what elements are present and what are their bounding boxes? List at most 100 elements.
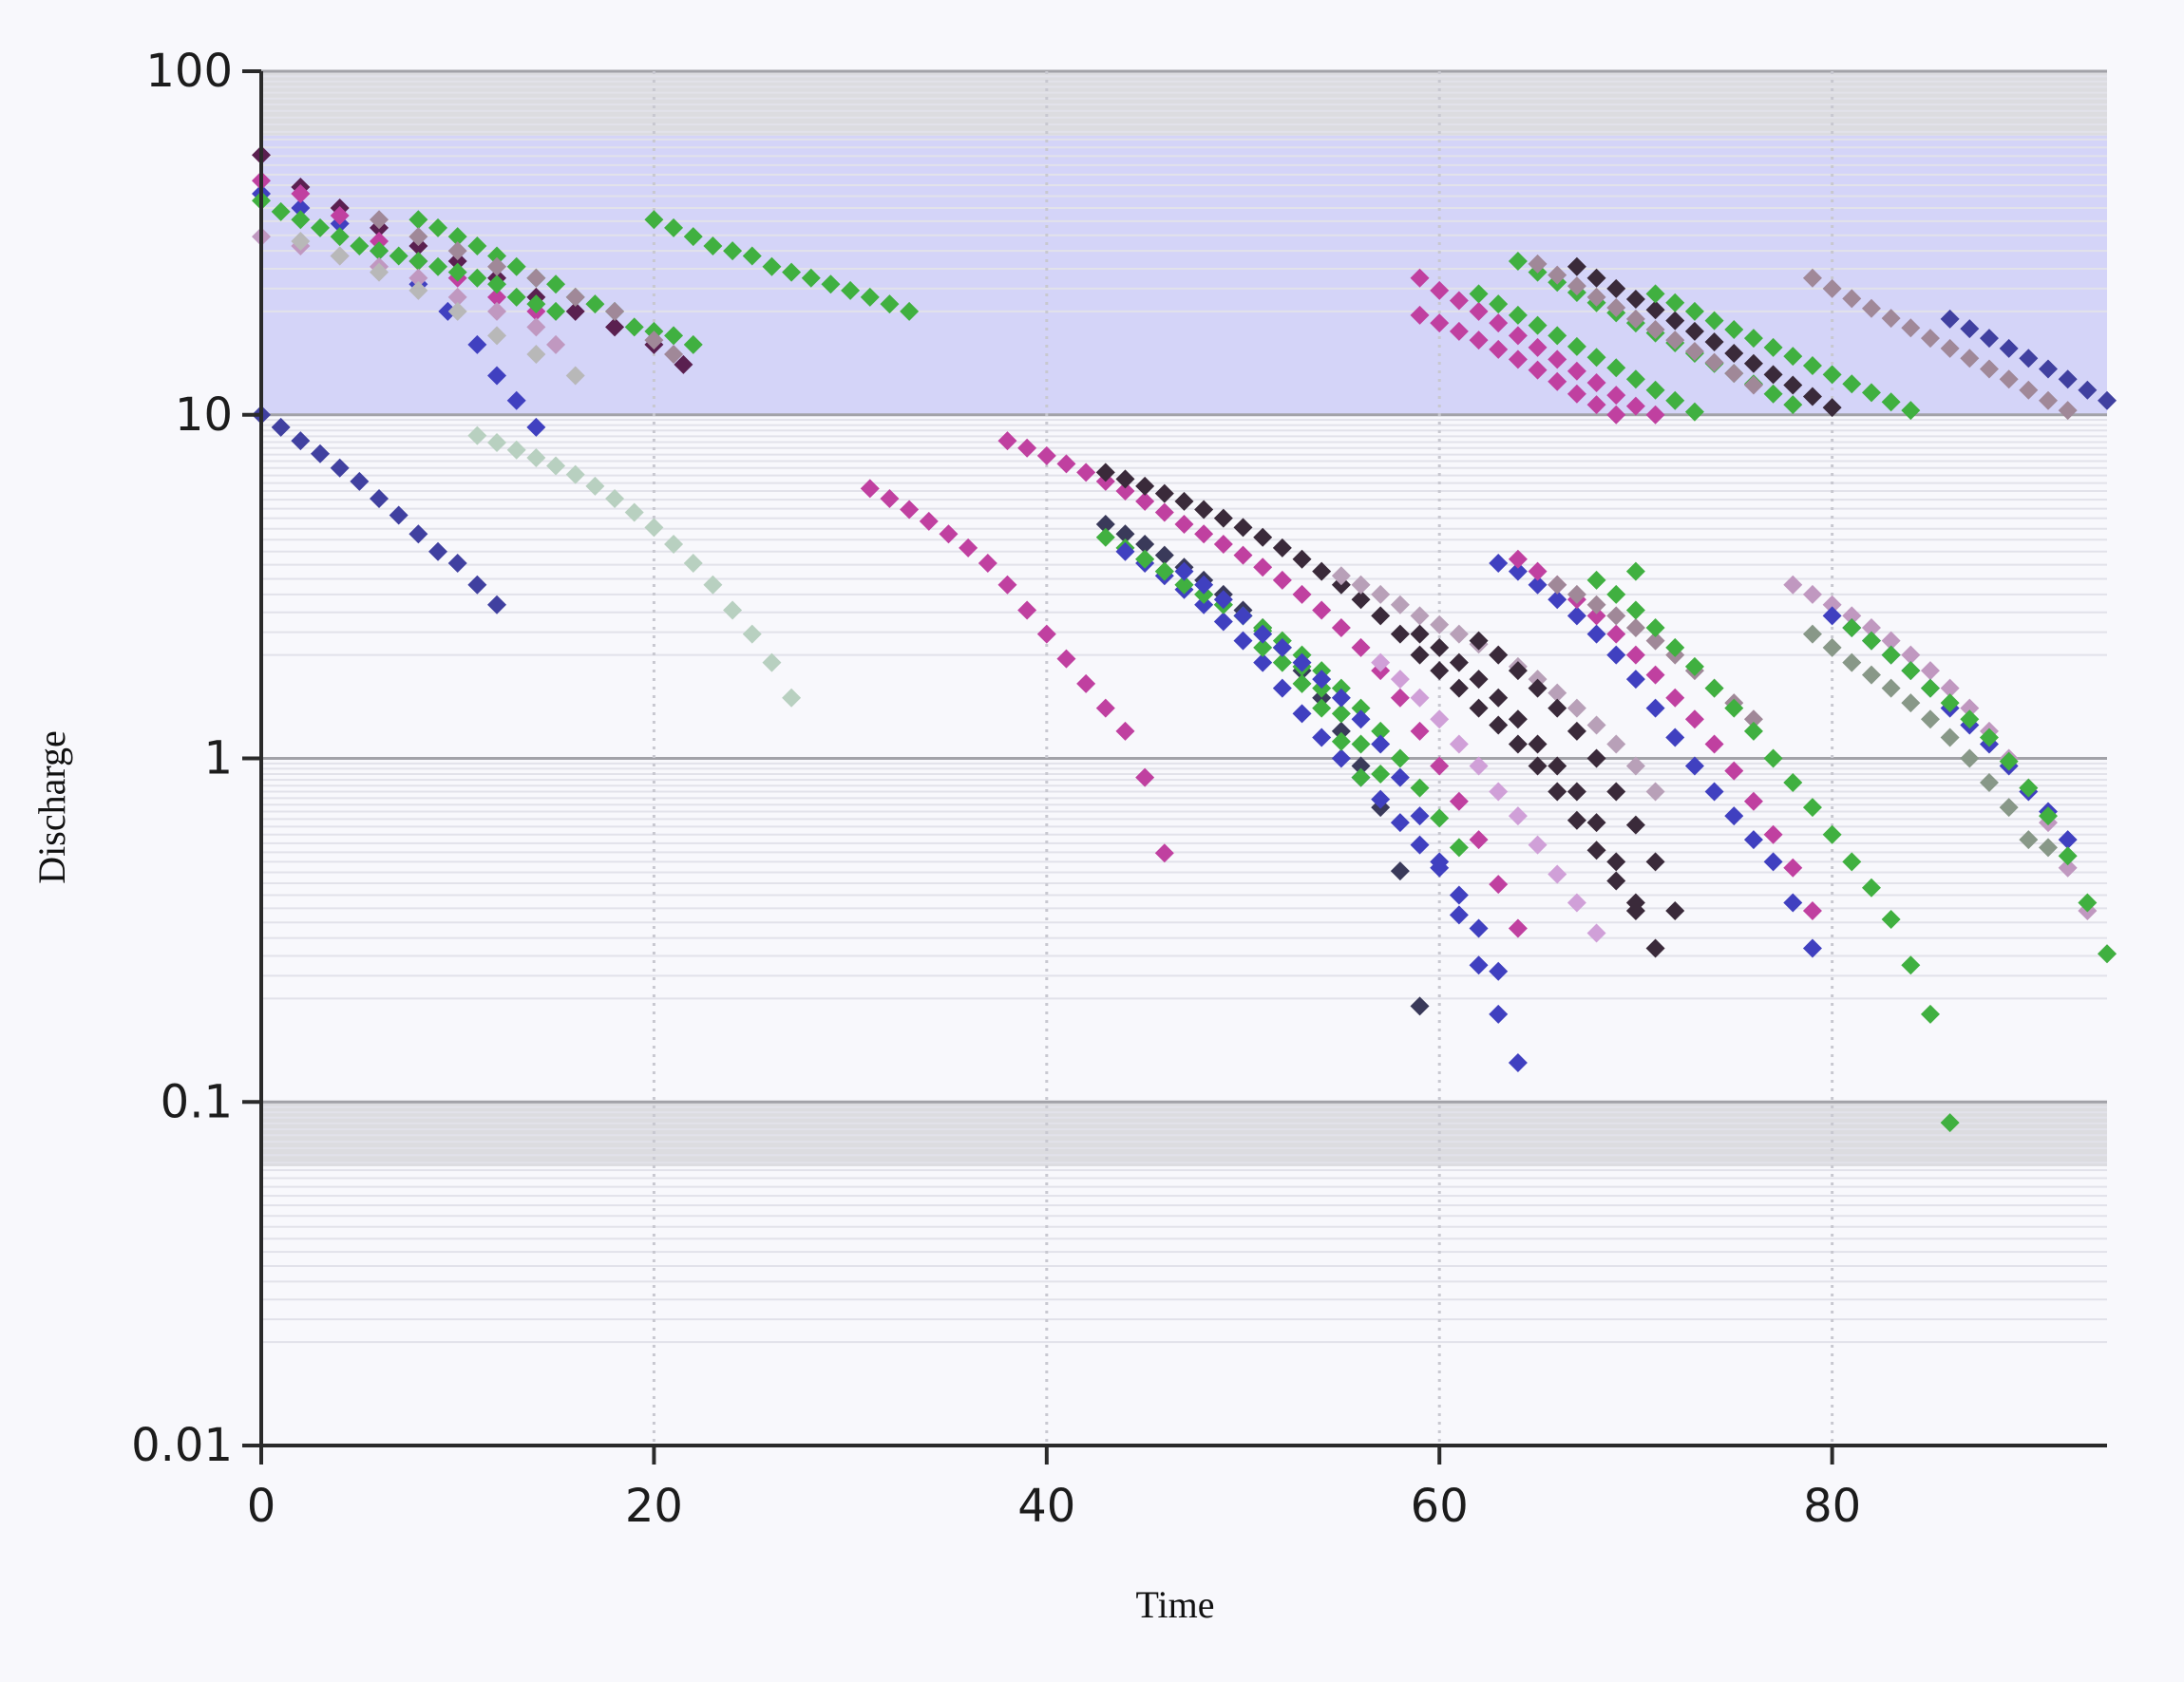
x-axis-title: Time bbox=[1135, 1583, 1214, 1626]
data-point bbox=[1272, 652, 1292, 672]
data-point bbox=[1763, 337, 1783, 357]
data-point bbox=[1272, 637, 1292, 657]
data-point bbox=[762, 256, 782, 276]
data-point bbox=[1331, 617, 1351, 637]
data-point bbox=[1351, 698, 1371, 718]
data-point bbox=[1802, 901, 1822, 921]
data-point bbox=[1489, 782, 1509, 802]
data-point bbox=[1802, 798, 1822, 818]
data-point bbox=[526, 294, 546, 314]
data-point bbox=[1645, 380, 1665, 400]
data-point bbox=[1920, 709, 1940, 729]
data-point bbox=[1606, 624, 1626, 644]
data-point bbox=[1999, 751, 2019, 771]
data-point bbox=[1154, 561, 1174, 581]
background-band bbox=[261, 135, 2107, 415]
data-point bbox=[1489, 715, 1509, 735]
data-point bbox=[370, 210, 389, 230]
data-point bbox=[1625, 600, 1645, 620]
data-point bbox=[1233, 631, 1253, 651]
data-point bbox=[2038, 390, 2058, 410]
data-point bbox=[1351, 756, 1371, 776]
data-point bbox=[1625, 815, 1645, 835]
data-point bbox=[467, 425, 487, 445]
data-point bbox=[1292, 584, 1312, 604]
data-point bbox=[1351, 709, 1371, 729]
data-point bbox=[1724, 698, 1744, 718]
data-point bbox=[1371, 765, 1391, 784]
data-point bbox=[1233, 606, 1253, 626]
data-point bbox=[330, 227, 350, 247]
data-point bbox=[1861, 631, 1881, 651]
data-point bbox=[2078, 893, 2098, 913]
data-point bbox=[1606, 405, 1626, 425]
data-point bbox=[1390, 748, 1410, 768]
data-point bbox=[1213, 590, 1233, 610]
data-point bbox=[1449, 838, 1469, 858]
x-tick-label: 20 bbox=[625, 1480, 683, 1533]
data-point bbox=[1371, 734, 1391, 754]
data-point bbox=[1822, 637, 1842, 657]
data-point bbox=[1822, 606, 1842, 626]
data-point bbox=[1528, 360, 1548, 380]
data-point bbox=[1586, 372, 1606, 392]
data-point bbox=[1665, 293, 1685, 312]
data-point bbox=[1802, 387, 1822, 406]
data-point bbox=[1449, 885, 1469, 905]
data-point bbox=[1567, 810, 1586, 830]
data-point bbox=[1095, 463, 1115, 482]
data-point bbox=[2038, 806, 2058, 826]
data-point bbox=[880, 489, 900, 509]
data-point bbox=[821, 274, 841, 294]
data-point bbox=[1567, 893, 1586, 913]
data-point bbox=[1213, 612, 1233, 632]
data-point bbox=[467, 268, 487, 288]
data-point bbox=[1586, 748, 1606, 768]
data-point bbox=[1312, 688, 1332, 708]
data-point bbox=[801, 268, 821, 288]
data-point bbox=[1371, 652, 1391, 672]
data-point bbox=[1312, 728, 1332, 747]
data-point bbox=[1704, 331, 1724, 351]
data-point bbox=[1940, 678, 1960, 698]
data-point bbox=[1960, 698, 1980, 718]
data-point bbox=[447, 262, 467, 282]
data-point bbox=[1410, 624, 1430, 644]
data-point bbox=[1095, 527, 1115, 547]
data-point bbox=[1743, 830, 1763, 850]
data-point bbox=[271, 417, 291, 437]
data-point bbox=[1684, 656, 1704, 676]
data-point bbox=[1684, 756, 1704, 776]
data-point bbox=[939, 524, 959, 544]
data-point bbox=[408, 251, 428, 271]
data-point bbox=[1312, 670, 1332, 690]
data-point bbox=[1822, 398, 1842, 418]
data-point bbox=[487, 366, 507, 386]
data-point bbox=[2058, 369, 2078, 389]
data-point bbox=[1292, 704, 1312, 724]
data-point bbox=[1528, 575, 1548, 595]
data-point bbox=[1469, 301, 1489, 321]
data-point bbox=[1645, 852, 1665, 872]
data-point bbox=[1548, 590, 1567, 610]
data-point bbox=[487, 246, 507, 266]
data-point bbox=[467, 236, 487, 255]
data-point bbox=[370, 241, 389, 261]
data-point bbox=[1645, 405, 1665, 425]
data-point bbox=[1645, 938, 1665, 958]
data-point bbox=[447, 227, 467, 247]
data-point bbox=[1449, 734, 1469, 754]
data-point bbox=[2019, 380, 2039, 400]
data-point bbox=[370, 232, 389, 252]
data-point bbox=[1548, 698, 1567, 718]
data-point bbox=[1999, 798, 2019, 818]
data-point bbox=[291, 198, 311, 217]
data-point bbox=[1351, 575, 1371, 595]
data-point bbox=[1528, 561, 1548, 581]
data-points bbox=[252, 145, 2117, 1133]
data-point bbox=[1724, 761, 1744, 781]
data-point bbox=[1960, 748, 1980, 768]
data-point bbox=[1861, 617, 1881, 637]
data-point bbox=[1645, 300, 1665, 320]
data-point bbox=[1665, 637, 1685, 657]
